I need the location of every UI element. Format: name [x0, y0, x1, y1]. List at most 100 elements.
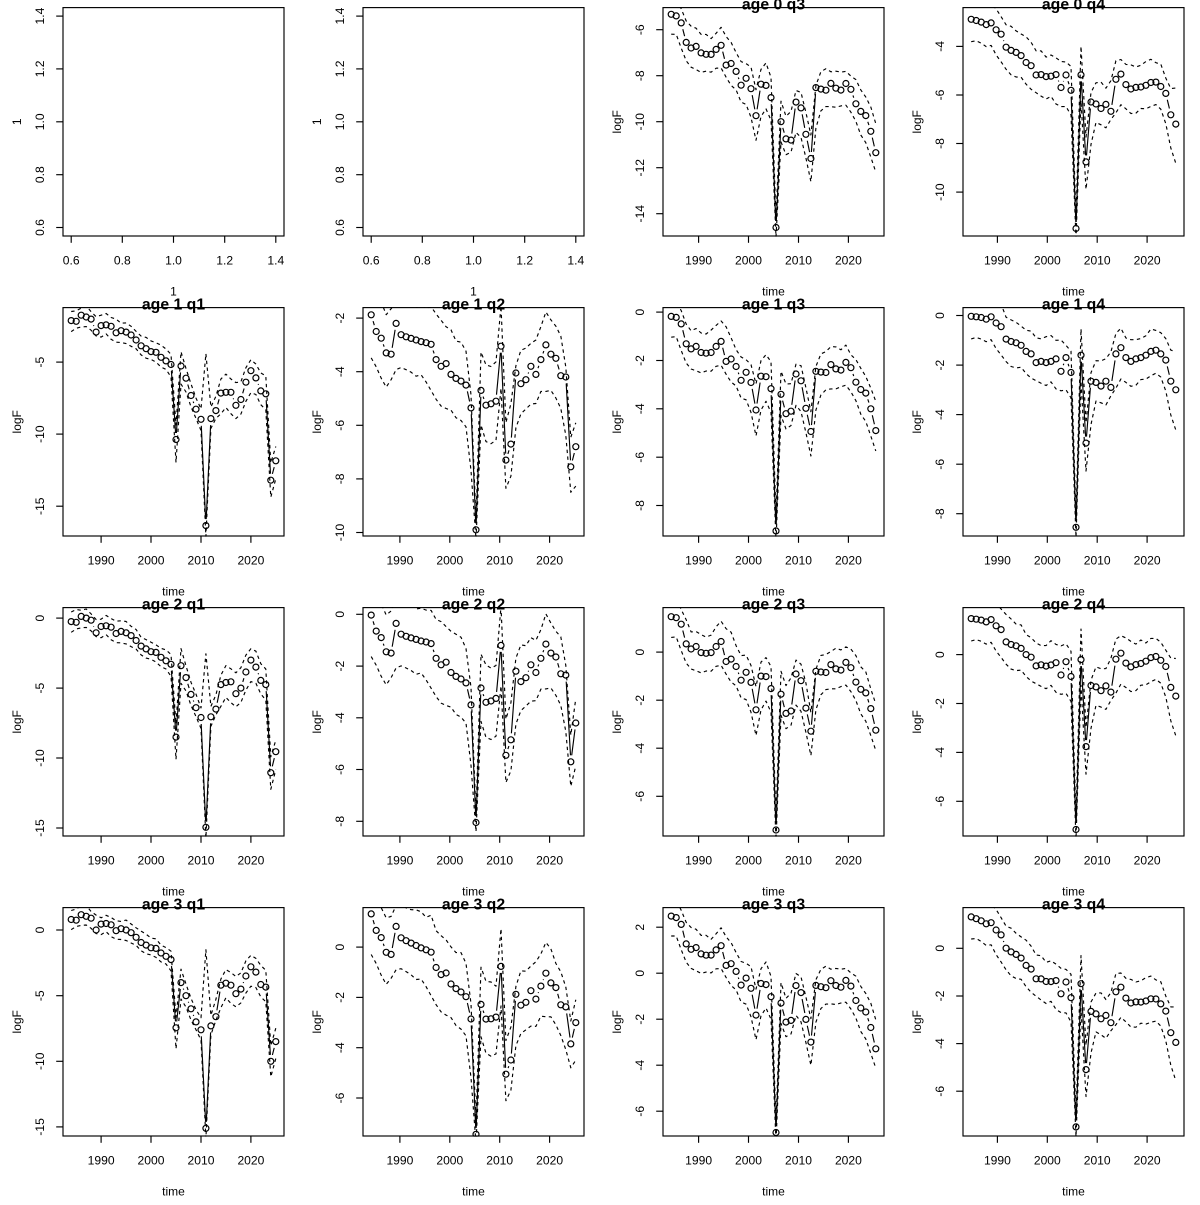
svg-text:-8: -8 — [633, 70, 647, 81]
svg-text:-6: -6 — [633, 452, 647, 463]
svg-text:0: 0 — [933, 651, 947, 658]
svg-text:logF: logF — [310, 410, 324, 433]
svg-text:1.2: 1.2 — [33, 60, 47, 77]
svg-text:time: time — [1062, 1185, 1085, 1199]
svg-text:2020: 2020 — [1134, 254, 1161, 268]
svg-text:-4: -4 — [933, 41, 947, 52]
svg-text:1990: 1990 — [88, 854, 115, 868]
svg-text:-2: -2 — [633, 695, 647, 706]
svg-text:-6: -6 — [333, 764, 347, 775]
svg-text:age 2 q3: age 2 q3 — [742, 596, 805, 613]
svg-text:time: time — [462, 1185, 485, 1199]
svg-text:-2: -2 — [333, 660, 347, 671]
svg-text:2000: 2000 — [735, 254, 762, 268]
svg-text:0: 0 — [33, 614, 47, 621]
svg-text:2010: 2010 — [1084, 554, 1111, 568]
svg-text:2020: 2020 — [835, 554, 862, 568]
svg-text:-4: -4 — [333, 1042, 347, 1053]
svg-text:-2: -2 — [933, 698, 947, 709]
svg-text:0: 0 — [333, 943, 347, 950]
svg-text:time: time — [162, 585, 185, 599]
svg-text:-6: -6 — [333, 420, 347, 431]
svg-text:age 2 q1: age 2 q1 — [142, 596, 205, 613]
svg-text:0.8: 0.8 — [114, 254, 131, 268]
svg-text:logF: logF — [610, 410, 624, 433]
svg-text:-8: -8 — [933, 508, 947, 519]
svg-text:2010: 2010 — [785, 854, 812, 868]
svg-text:age 2 q4: age 2 q4 — [1042, 596, 1105, 613]
svg-text:0: 0 — [333, 611, 347, 618]
svg-text:-2: -2 — [933, 359, 947, 370]
svg-text:1990: 1990 — [984, 554, 1011, 568]
svg-text:1990: 1990 — [386, 554, 413, 568]
svg-text:0: 0 — [633, 648, 647, 655]
svg-text:2010: 2010 — [1084, 254, 1111, 268]
svg-text:2010: 2010 — [1084, 1154, 1111, 1168]
svg-text:1990: 1990 — [88, 554, 115, 568]
svg-text:0: 0 — [933, 312, 947, 319]
svg-text:time: time — [162, 1185, 185, 1199]
svg-text:-2: -2 — [333, 312, 347, 323]
svg-text:-4: -4 — [633, 403, 647, 414]
svg-text:1.2: 1.2 — [516, 254, 533, 268]
svg-text:-4: -4 — [333, 712, 347, 723]
svg-text:1990: 1990 — [984, 854, 1011, 868]
svg-text:logF: logF — [310, 710, 324, 733]
svg-text:-2: -2 — [633, 355, 647, 366]
svg-text:time: time — [462, 585, 485, 599]
svg-text:logF: logF — [10, 1010, 24, 1033]
svg-text:age 0 q3: age 0 q3 — [742, 0, 805, 13]
svg-text:-15: -15 — [33, 1118, 47, 1136]
svg-text:logF: logF — [610, 710, 624, 733]
svg-text:-8: -8 — [333, 816, 347, 827]
svg-text:-6: -6 — [633, 24, 647, 35]
svg-text:1990: 1990 — [386, 854, 413, 868]
svg-text:2020: 2020 — [237, 1154, 264, 1168]
svg-text:2000: 2000 — [1034, 1154, 1061, 1168]
svg-text:2010: 2010 — [188, 1154, 215, 1168]
svg-text:1: 1 — [170, 285, 177, 299]
svg-text:-6: -6 — [633, 791, 647, 802]
svg-text:time: time — [1062, 885, 1085, 899]
svg-text:-10: -10 — [33, 749, 47, 767]
svg-text:2020: 2020 — [1134, 854, 1161, 868]
svg-text:logF: logF — [910, 710, 924, 733]
svg-text:2010: 2010 — [486, 554, 513, 568]
svg-text:0.6: 0.6 — [333, 219, 347, 236]
svg-text:0.8: 0.8 — [33, 166, 47, 183]
svg-text:age 3 q4: age 3 q4 — [1042, 896, 1105, 913]
svg-text:-4: -4 — [333, 366, 347, 377]
svg-text:-10: -10 — [33, 1052, 47, 1070]
svg-text:time: time — [762, 285, 785, 299]
svg-text:2000: 2000 — [1034, 254, 1061, 268]
svg-text:2020: 2020 — [1134, 554, 1161, 568]
svg-text:logF: logF — [910, 410, 924, 433]
svg-text:2010: 2010 — [188, 854, 215, 868]
svg-text:0.6: 0.6 — [363, 254, 380, 268]
svg-text:time: time — [1062, 585, 1085, 599]
svg-text:0: 0 — [933, 945, 947, 952]
svg-text:1990: 1990 — [685, 854, 712, 868]
svg-text:-6: -6 — [933, 89, 947, 100]
svg-text:-10: -10 — [33, 425, 47, 443]
svg-text:-6: -6 — [333, 1092, 347, 1103]
svg-text:2020: 2020 — [536, 1154, 563, 1168]
svg-text:2010: 2010 — [1084, 854, 1111, 868]
svg-text:1990: 1990 — [685, 254, 712, 268]
svg-text:1990: 1990 — [984, 1154, 1011, 1168]
svg-text:2000: 2000 — [735, 1154, 762, 1168]
svg-text:2020: 2020 — [237, 854, 264, 868]
svg-text:1.4: 1.4 — [33, 7, 47, 24]
svg-text:2020: 2020 — [536, 854, 563, 868]
svg-text:age 1 q1: age 1 q1 — [142, 296, 205, 313]
svg-text:-15: -15 — [33, 819, 47, 837]
svg-text:2000: 2000 — [138, 554, 165, 568]
svg-text:2020: 2020 — [835, 1154, 862, 1168]
svg-text:logF: logF — [910, 1010, 924, 1033]
svg-text:2020: 2020 — [835, 854, 862, 868]
svg-text:-15: -15 — [33, 497, 47, 515]
svg-text:1.0: 1.0 — [33, 113, 47, 130]
svg-text:logF: logF — [10, 410, 24, 433]
svg-text:1.2: 1.2 — [333, 60, 347, 77]
svg-text:-10: -10 — [333, 523, 347, 541]
